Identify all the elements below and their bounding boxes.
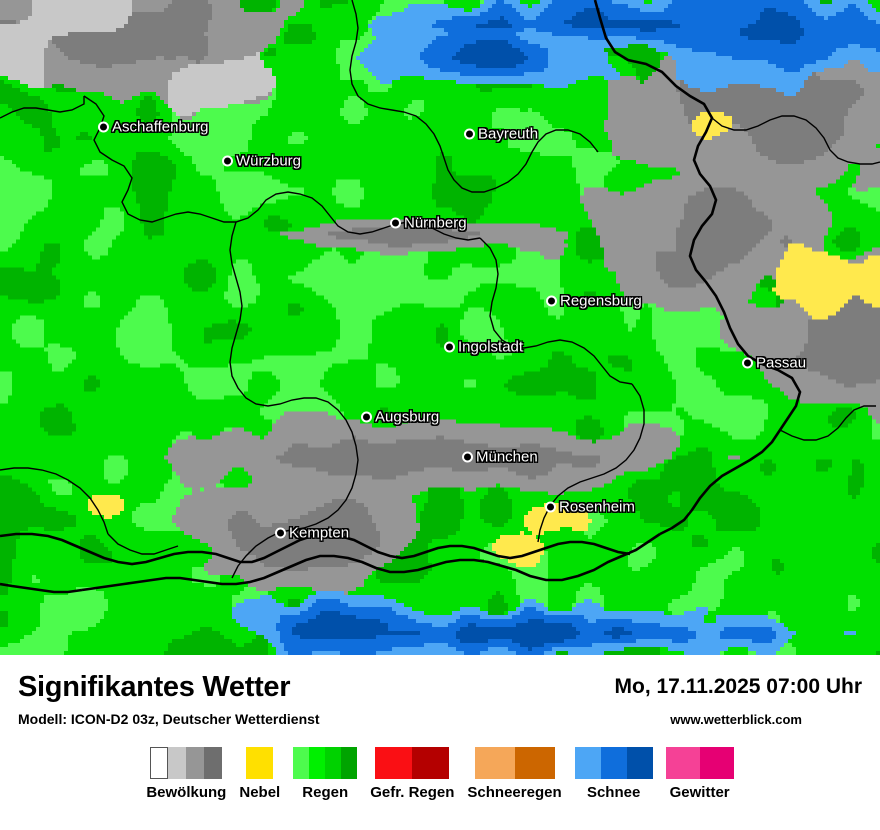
legend-swatch	[699, 747, 734, 779]
legend-swatch-group	[474, 747, 555, 779]
city-dot-icon	[464, 128, 475, 140]
legend-swatch	[246, 747, 274, 779]
legend-swatch-group	[246, 747, 274, 779]
legend-label: Schneeregen	[467, 784, 562, 801]
legend-swatch	[309, 747, 326, 779]
legend: Bewölkung Nebel Regen Gefr. Regen Schneerege…	[0, 747, 880, 800]
city-dot-icon	[545, 501, 556, 513]
legend-swatch	[168, 747, 187, 779]
city-label: Bayreuth	[478, 125, 539, 143]
legend-swatch-group	[375, 747, 450, 779]
city-label: Aschaffenburg	[112, 118, 209, 136]
city-label: München	[476, 448, 538, 466]
legend-item-regen: Regen	[293, 747, 358, 801]
legend-item-gewitter: Gewitter	[665, 747, 734, 801]
legend-swatch	[150, 747, 169, 779]
legend-label: Nebel	[239, 784, 281, 801]
city-dot-icon	[390, 217, 401, 229]
city-dot-icon	[361, 411, 372, 423]
legend-swatch	[574, 747, 601, 779]
weather-map[interactable]: Aschaffenburg Würzburg Bayreuth Nürnberg…	[0, 0, 880, 655]
website-link[interactable]: www.wetterblick.com	[670, 712, 802, 727]
city-dot-icon	[444, 341, 455, 353]
city-dot-icon	[546, 295, 557, 307]
model-subtitle: Modell: ICON-D2 03z, Deutscher Wetterdie…	[18, 711, 320, 727]
city-dot-icon	[98, 121, 109, 133]
legend-swatch	[341, 747, 358, 779]
legend-swatch	[186, 747, 205, 779]
legend-swatch	[204, 747, 223, 779]
city-label: Würzburg	[236, 152, 302, 170]
legend-swatch	[293, 747, 310, 779]
city-dot-icon	[275, 527, 286, 539]
legend-item-gefr-regen: Gefr. Regen	[370, 747, 454, 800]
forecast-datetime: Mo, 17.11.2025 07:00 Uhr	[614, 675, 862, 698]
legend-swatch	[325, 747, 342, 779]
city-marker[interactable]: Bayreuth	[464, 126, 538, 143]
legend-swatch	[412, 747, 450, 779]
city-label: Passau	[756, 354, 807, 372]
weather-raster-layer	[0, 0, 880, 655]
city-label: Ingolstadt	[458, 338, 524, 356]
legend-swatch-group	[293, 747, 358, 779]
legend-item-nebel: Nebel	[239, 747, 280, 800]
city-marker[interactable]: Augsburg	[361, 409, 439, 426]
legend-swatch	[665, 747, 700, 779]
city-marker[interactable]: Würzburg	[222, 153, 301, 170]
legend-swatch	[626, 747, 653, 779]
city-dot-icon	[222, 155, 233, 167]
city-label: Rosenheim	[559, 498, 635, 516]
city-marker[interactable]: Kempten	[275, 525, 349, 542]
page-title: Signifikantes Wetter	[18, 671, 291, 703]
city-marker[interactable]: Ingolstadt	[444, 339, 523, 356]
legend-swatch-group	[150, 747, 223, 779]
city-marker[interactable]: Aschaffenburg	[98, 119, 208, 136]
legend-label: Schnee	[586, 784, 641, 801]
city-marker[interactable]: Passau	[742, 355, 806, 372]
city-marker[interactable]: Rosenheim	[545, 499, 635, 516]
legend-item-schneeregen: Schneeregen	[467, 747, 562, 801]
legend-item-schnee: Schnee	[574, 747, 653, 801]
city-label: Kempten	[289, 524, 350, 542]
legend-swatch	[375, 747, 413, 779]
city-label: Augsburg	[375, 408, 440, 426]
legend-swatch	[514, 747, 555, 779]
legend-swatch-group	[574, 747, 653, 779]
legend-label: Regen	[302, 784, 349, 801]
city-label: Regensburg	[560, 292, 642, 310]
footer-panel: Signifikantes Wetter Modell: ICON-D2 03z…	[0, 655, 880, 830]
legend-label: Gefr. Regen	[370, 784, 455, 801]
city-dot-icon	[462, 451, 473, 463]
legend-swatch-group	[665, 747, 734, 779]
city-marker[interactable]: Regensburg	[546, 293, 642, 310]
city-marker[interactable]: München	[462, 449, 538, 466]
legend-swatch	[474, 747, 515, 779]
city-dot-icon	[742, 357, 753, 369]
legend-label: Bewölkung	[146, 784, 227, 801]
legend-item-bew-lkung: Bewölkung	[146, 747, 226, 800]
legend-swatch	[600, 747, 627, 779]
legend-label: Gewitter	[669, 784, 730, 801]
city-label: Nürnberg	[404, 214, 467, 232]
city-marker[interactable]: Nürnberg	[390, 215, 467, 232]
